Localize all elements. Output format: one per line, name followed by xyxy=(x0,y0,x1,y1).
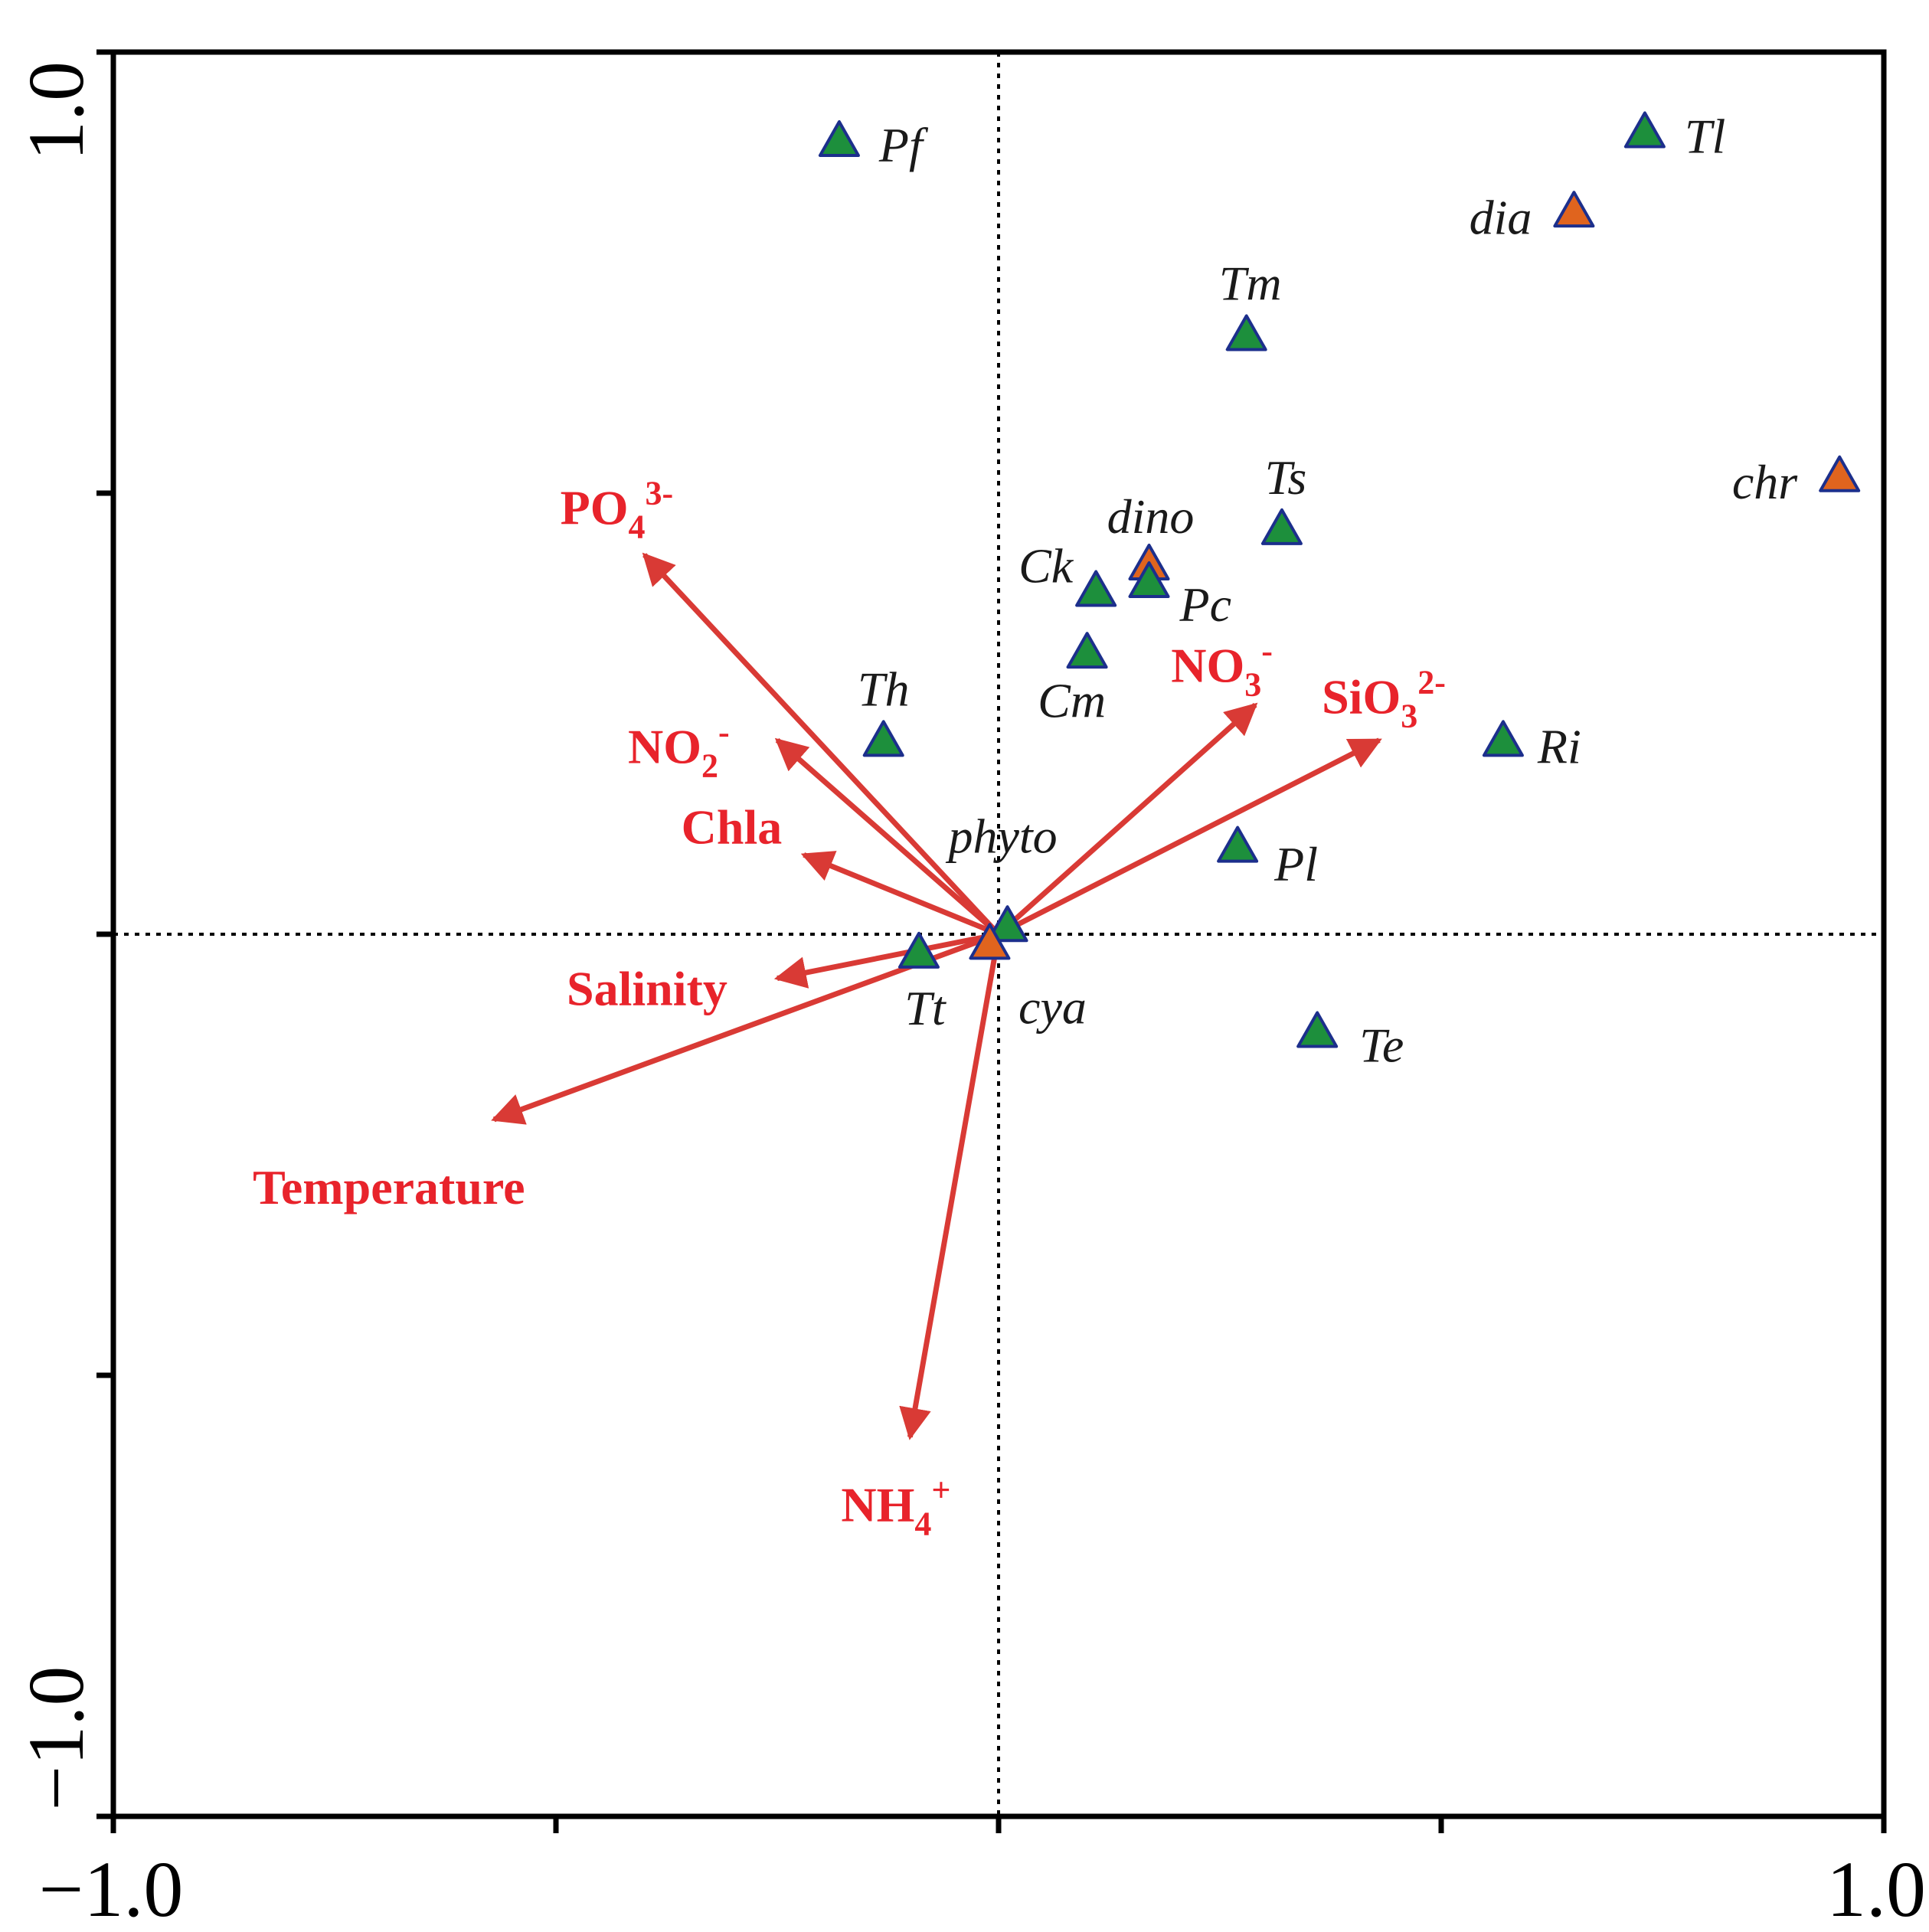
label-pl: Pl xyxy=(1273,837,1318,891)
marker-pc xyxy=(1128,561,1170,598)
env-arrow-po4-3 xyxy=(642,552,1001,937)
marker-cm xyxy=(1066,632,1108,669)
label-th: Th xyxy=(858,662,910,717)
x-tick-label-min: −1.0 xyxy=(39,1845,184,1932)
env-label-chla: Chla xyxy=(682,799,783,854)
env-label-base: PO xyxy=(561,481,629,535)
env-label-salinity: Salinity xyxy=(567,962,727,1016)
marker-cya xyxy=(969,923,1011,960)
x-tick-label-max: 1.0 xyxy=(1826,1845,1926,1932)
label-ri: Ri xyxy=(1537,720,1581,774)
label-dia: dia xyxy=(1470,190,1532,244)
env-label-superscript: - xyxy=(718,714,730,751)
label-cya: cya xyxy=(1018,980,1087,1035)
label-phyto: phyto xyxy=(945,809,1057,863)
env-label-nh4: NH4+ xyxy=(841,1472,950,1543)
env-label-no3: NO3- xyxy=(1171,632,1273,703)
env-label-base: NH xyxy=(841,1478,914,1532)
env-label-base: Salinity xyxy=(567,962,727,1016)
env-label-subscript: 3 xyxy=(1244,665,1261,703)
env-arrow-nh4 xyxy=(899,933,1002,1440)
marker-pf xyxy=(818,120,860,157)
env-label-base: Chla xyxy=(682,799,783,854)
env-label-po4-3: PO43- xyxy=(561,475,674,546)
env-label-superscript: 2- xyxy=(1417,664,1446,701)
label-ts: Ts xyxy=(1265,450,1307,505)
env-label-superscript: + xyxy=(931,1472,950,1509)
marker-tt xyxy=(897,931,940,969)
y-tick-label-max: 1.0 xyxy=(12,61,100,161)
label-pf: Pf xyxy=(878,118,929,172)
y-tick-label-min: −1.0 xyxy=(12,1666,100,1811)
env-label-subscript: 3 xyxy=(1401,698,1417,735)
marker-te xyxy=(1296,1011,1339,1048)
label-cm: Cm xyxy=(1038,673,1106,727)
species-markers xyxy=(818,111,1861,1048)
env-label-superscript: 3- xyxy=(645,475,673,512)
env-label-sio3-2: SiO32- xyxy=(1322,664,1446,735)
env-label-subscript: 4 xyxy=(914,1505,931,1543)
marker-pl xyxy=(1217,825,1259,863)
env-label-base: Temperature xyxy=(253,1160,525,1214)
env-arrow-sio3-2 xyxy=(997,737,1382,937)
env-label-subscript: 2 xyxy=(701,747,718,785)
marker-dia xyxy=(1553,191,1595,228)
marker-ts xyxy=(1260,508,1303,545)
label-te: Te xyxy=(1359,1018,1404,1073)
env-label-base: NO xyxy=(628,720,701,774)
label-chr: chr xyxy=(1732,455,1798,509)
y-axis-tick-labels: 1.0 −1.0 xyxy=(12,61,100,1810)
label-tl: Tl xyxy=(1685,110,1725,164)
axis-ticks xyxy=(96,49,1887,1833)
marker-phyto xyxy=(986,905,1028,943)
env-label-subscript: 4 xyxy=(628,508,645,546)
marker-ck xyxy=(1075,570,1117,607)
marker-tm xyxy=(1225,314,1267,351)
marker-chr xyxy=(1819,455,1861,492)
env-label-temperature: Temperature xyxy=(253,1160,525,1214)
env-arrow-chla xyxy=(800,851,1000,937)
marker-ri xyxy=(1482,720,1524,757)
point-labels: PO43-NO2-ChlaSalinityTemperatureNH4+NO3-… xyxy=(253,110,1798,1543)
env-arrow-no2 xyxy=(774,737,1001,937)
label-ck: Ck xyxy=(1018,539,1074,593)
env-label-base: SiO xyxy=(1322,670,1401,724)
env-arrow-salinity xyxy=(773,931,999,989)
label-dino: dino xyxy=(1107,489,1195,544)
marker-tl xyxy=(1623,111,1666,149)
env-arrow-no3 xyxy=(996,702,1258,937)
env-label-superscript: - xyxy=(1261,632,1273,669)
label-tt: Tt xyxy=(904,981,947,1035)
label-pc: Pc xyxy=(1179,577,1232,632)
env-label-base: NO xyxy=(1171,638,1244,692)
label-tm: Tm xyxy=(1219,257,1282,311)
env-label-no2: NO2- xyxy=(628,714,730,785)
marker-th xyxy=(862,720,904,757)
x-axis-tick-labels: −1.0 1.0 xyxy=(39,1845,1926,1932)
